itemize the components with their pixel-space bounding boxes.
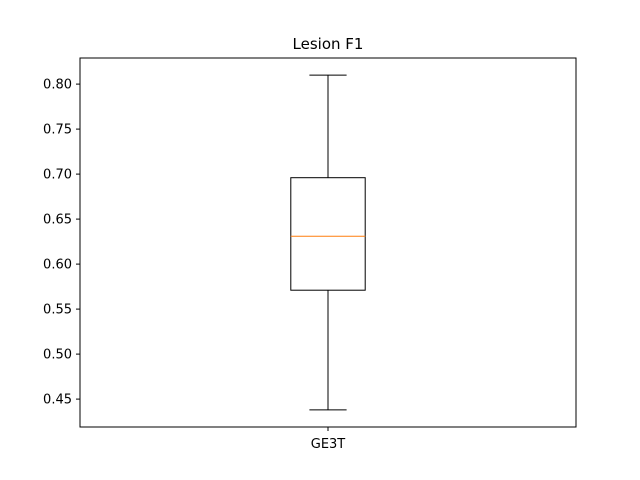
- x-axis: GE3T: [311, 427, 346, 452]
- y-tick-label: 0.65: [43, 213, 72, 228]
- y-axis: 0.45 0.50 0.55 0.60 0.65 0.70 0.75 0.80: [43, 78, 80, 408]
- x-tick-label: GE3T: [311, 437, 346, 452]
- chart-title: Lesion F1: [293, 35, 364, 53]
- y-tick-label: 0.50: [43, 348, 72, 363]
- y-tick-label: 0.45: [43, 393, 72, 408]
- y-tick-label: 0.60: [43, 258, 72, 273]
- iqr-box: [290, 177, 366, 291]
- y-tick-label: 0.55: [43, 303, 72, 318]
- plot-area: [290, 74, 366, 411]
- y-tick-label: 0.80: [43, 78, 72, 93]
- y-tick-label: 0.70: [43, 168, 72, 183]
- y-tick-label: 0.75: [43, 123, 72, 138]
